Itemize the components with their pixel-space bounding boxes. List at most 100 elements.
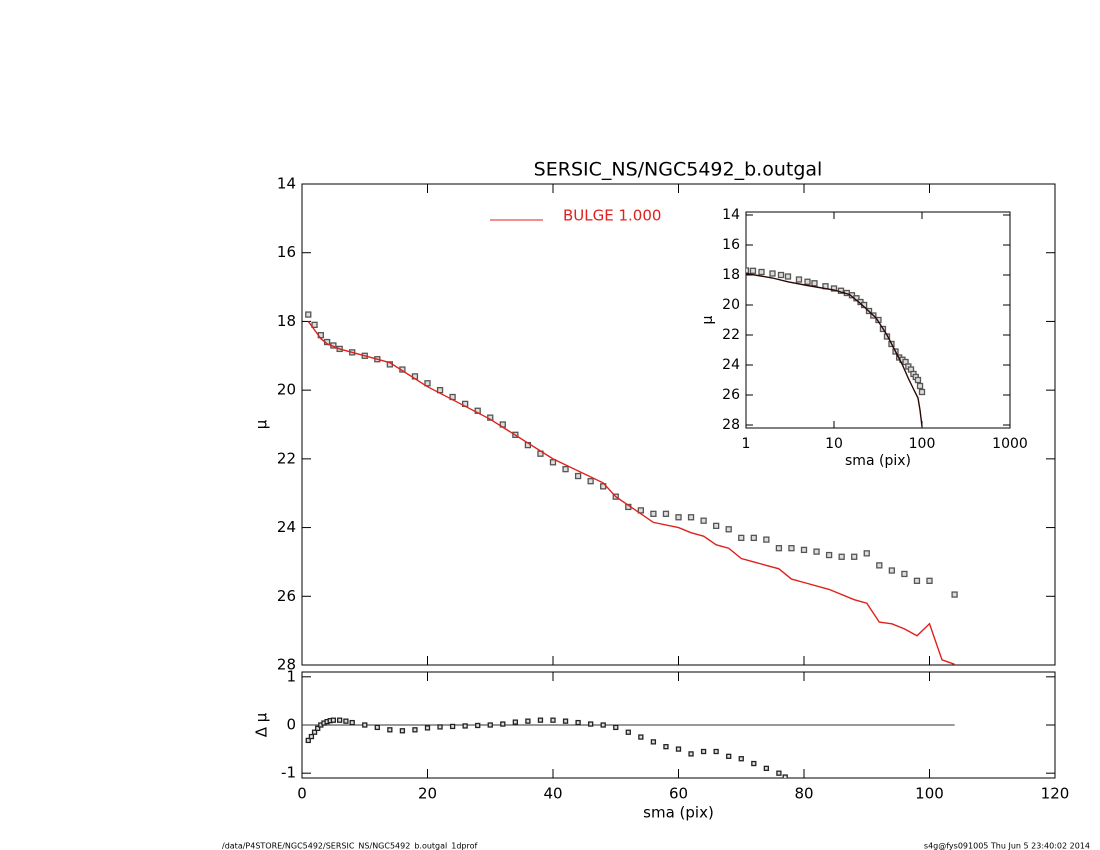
data-point bbox=[795, 276, 803, 283]
y-tick-label: 14 bbox=[277, 175, 296, 193]
data-point bbox=[675, 514, 682, 521]
data-point bbox=[587, 478, 594, 485]
data-point bbox=[813, 548, 820, 555]
x-tick-label: 0 bbox=[297, 785, 307, 803]
model-line bbox=[746, 272, 923, 427]
data-point bbox=[600, 722, 606, 728]
data-point bbox=[574, 472, 582, 480]
data-point bbox=[562, 718, 569, 724]
data-point bbox=[811, 280, 818, 287]
y-tick-label: 26 bbox=[277, 587, 296, 605]
y-tick-label: 26 bbox=[722, 387, 740, 403]
data-point bbox=[788, 545, 795, 552]
data-point bbox=[662, 510, 670, 517]
data-point bbox=[738, 534, 745, 542]
data-point bbox=[311, 321, 318, 329]
data-point bbox=[311, 729, 318, 735]
y-tick-label: 18 bbox=[722, 267, 740, 283]
data-point bbox=[562, 466, 569, 473]
data-point bbox=[487, 722, 493, 728]
data-point bbox=[437, 724, 443, 730]
data-point bbox=[549, 459, 557, 466]
y-axis-label: μ bbox=[253, 419, 271, 429]
data-point bbox=[305, 737, 311, 744]
data-point bbox=[726, 753, 732, 759]
data-point bbox=[916, 382, 924, 390]
data-point bbox=[769, 270, 776, 277]
data-point bbox=[863, 550, 870, 557]
plot-area bbox=[746, 267, 926, 427]
footer-path: /data/P4STORE/NGC5492/SERSIC_NS/NGC5492_… bbox=[222, 842, 478, 850]
data-point bbox=[500, 721, 506, 727]
data-point bbox=[926, 577, 933, 584]
data-point bbox=[462, 723, 468, 729]
legend-label: BULGE 1.000 bbox=[563, 207, 661, 225]
data-point bbox=[336, 717, 343, 723]
data-point bbox=[700, 748, 707, 755]
plot-area bbox=[305, 311, 958, 665]
data-point bbox=[374, 724, 380, 731]
data-point bbox=[650, 739, 657, 745]
data-point bbox=[750, 534, 757, 542]
plot-frame bbox=[301, 183, 1056, 666]
data-point bbox=[650, 510, 657, 517]
y-tick-label: 20 bbox=[277, 381, 296, 399]
model-line bbox=[307, 320, 955, 665]
data-point bbox=[751, 760, 757, 767]
data-point bbox=[700, 517, 707, 524]
data-point bbox=[758, 268, 765, 276]
data-point bbox=[804, 278, 811, 285]
y-tick-label: 24 bbox=[277, 518, 296, 536]
data-point bbox=[475, 722, 481, 729]
chart-title: SERSIC_NS/NGC5492_b.outgal bbox=[534, 159, 823, 181]
y-tick-label: 24 bbox=[722, 357, 740, 373]
plot-frame bbox=[745, 211, 1011, 429]
data-point bbox=[308, 733, 315, 740]
data-point bbox=[914, 376, 922, 384]
data-point bbox=[888, 567, 895, 574]
data-point bbox=[638, 734, 644, 740]
data-point bbox=[575, 719, 581, 726]
y-tick-label: 22 bbox=[722, 327, 740, 343]
data-point bbox=[637, 507, 644, 514]
data-point bbox=[763, 536, 770, 543]
data-point bbox=[913, 577, 921, 584]
x-tick-label: 60 bbox=[669, 785, 688, 803]
data-point bbox=[777, 271, 785, 279]
data-point bbox=[688, 751, 694, 757]
y-tick-label: 22 bbox=[277, 449, 296, 467]
data-point bbox=[713, 748, 719, 755]
data-point bbox=[343, 718, 349, 724]
data-point bbox=[412, 727, 418, 733]
data-point bbox=[424, 380, 431, 387]
y-tick-label: 28 bbox=[722, 417, 740, 433]
data-point bbox=[763, 765, 769, 772]
x-tick-label: 1 bbox=[742, 436, 751, 452]
data-point bbox=[851, 553, 858, 560]
data-point bbox=[800, 546, 808, 554]
y-axis-label: Δ μ bbox=[253, 712, 271, 737]
y-tick-label: 14 bbox=[722, 207, 740, 223]
data-point bbox=[784, 273, 792, 280]
data-point bbox=[330, 717, 337, 723]
data-point bbox=[349, 719, 355, 726]
x-tick-label: 40 bbox=[543, 785, 562, 803]
x-tick-label: 100 bbox=[909, 436, 936, 452]
data-point bbox=[315, 725, 321, 732]
data-point bbox=[424, 725, 431, 731]
x-tick-label: 120 bbox=[1041, 785, 1070, 803]
data-point bbox=[775, 545, 783, 552]
data-point bbox=[738, 756, 744, 762]
y-tick-label: 18 bbox=[277, 312, 296, 330]
data-point bbox=[387, 727, 393, 733]
data-point bbox=[713, 522, 720, 530]
y-tick-label: 16 bbox=[277, 243, 296, 261]
data-point bbox=[782, 774, 788, 778]
data-point bbox=[449, 723, 456, 730]
data-point bbox=[675, 746, 682, 752]
x-tick-label: 100 bbox=[915, 785, 944, 803]
data-point bbox=[362, 722, 368, 728]
data-point bbox=[918, 388, 926, 396]
data-point bbox=[399, 728, 406, 734]
